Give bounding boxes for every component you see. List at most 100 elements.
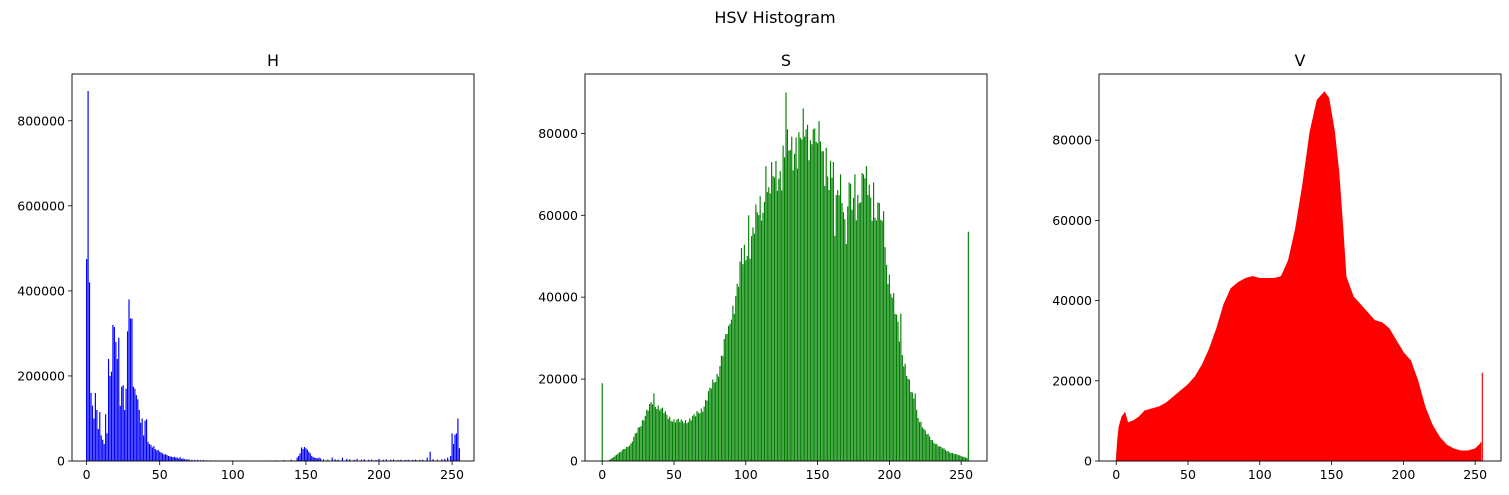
s-bar [631, 441, 633, 461]
v-bar [1481, 372, 1483, 461]
s-bar [946, 451, 948, 461]
s-bar [864, 178, 866, 461]
h-bar [157, 449, 159, 461]
s-bar [931, 440, 934, 461]
v-x-tick-label: 100 [1248, 467, 1272, 482]
s-bar [812, 129, 814, 462]
s-panel-title: S [781, 51, 791, 70]
s-bar [686, 423, 688, 461]
h-bar [179, 457, 181, 461]
h-bar [444, 458, 446, 461]
s-bar [733, 313, 735, 461]
s-bar [937, 446, 939, 461]
h-bar [107, 358, 110, 461]
h-bar [414, 459, 417, 461]
s-bar [624, 448, 626, 461]
s-x-tick-label: 150 [806, 467, 830, 482]
h-bar [353, 459, 355, 461]
s-bar [725, 334, 727, 461]
h-bar [166, 455, 168, 461]
s-bar [623, 449, 625, 461]
h-bar [368, 459, 370, 461]
h-bar [138, 409, 140, 461]
s-bar [628, 445, 631, 461]
h-bar [145, 419, 148, 461]
s-bar [772, 176, 774, 461]
s-bar [769, 193, 771, 461]
s-bar [888, 274, 890, 461]
s-histogram-panel: S 0 50 100 150 200 250 0 20000 40000 60000 80000 [538, 51, 988, 482]
h-bar [86, 258, 88, 461]
s-bar [963, 456, 965, 461]
h-bar [191, 459, 193, 461]
h-bar [132, 386, 134, 461]
h-x-tick-label: 200 [367, 467, 391, 482]
v-x-tick-label: 50 [1180, 467, 1196, 482]
s-bar [841, 203, 843, 461]
s-bar [660, 408, 662, 461]
s-bar [653, 393, 655, 461]
s-bar [794, 153, 796, 461]
s-bar [901, 354, 903, 461]
h-bar [309, 453, 311, 461]
s-bar [804, 136, 806, 461]
s-bar [610, 458, 612, 461]
s-bar [740, 248, 743, 461]
s-bar [749, 258, 751, 461]
s-bar [726, 333, 728, 461]
h-bar [390, 459, 392, 461]
h-bar [154, 449, 156, 461]
h-bar [314, 457, 316, 461]
s-bar [851, 209, 853, 461]
s-bar [884, 247, 886, 461]
s-bar [835, 195, 837, 461]
h-bar [317, 458, 319, 461]
h-bar [356, 458, 358, 461]
s-bar [811, 144, 813, 461]
s-bar [670, 420, 672, 461]
s-bar [666, 414, 668, 461]
v-y-tick-label: 40000 [1052, 293, 1092, 308]
s-bar [880, 219, 882, 461]
s-bar [762, 212, 764, 461]
s-bar [638, 427, 641, 461]
s-bar [809, 140, 811, 461]
s-bar [850, 183, 852, 461]
h-bar [312, 457, 314, 461]
s-bar [627, 446, 629, 461]
s-bar [924, 430, 926, 461]
s-bar [939, 446, 941, 461]
h-bars [86, 91, 460, 461]
h-bar [181, 458, 183, 461]
h-bar [112, 324, 114, 461]
s-y-tick-label: 0 [570, 454, 578, 469]
h-bar [178, 458, 180, 461]
v-x-tick-label: 0 [1112, 467, 1120, 482]
s-bar [677, 418, 679, 461]
s-bar [753, 233, 755, 461]
h-bar [119, 405, 121, 461]
v-y-tick-label: 80000 [1052, 133, 1092, 148]
s-bar [822, 151, 824, 461]
s-bar [908, 379, 911, 461]
h-bar [144, 420, 146, 461]
s-bar [672, 421, 674, 461]
h-bar [400, 459, 402, 461]
s-bar [693, 414, 695, 461]
s-bar [817, 143, 819, 461]
s-bar [907, 378, 909, 461]
s-bar [789, 149, 791, 462]
h-bar [360, 459, 363, 461]
s-bar [962, 456, 964, 461]
s-bar [746, 255, 748, 461]
s-bar [692, 415, 694, 461]
s-bar [719, 366, 721, 461]
v-y-tick-label: 0 [1084, 454, 1092, 469]
s-bar [723, 339, 725, 461]
s-y-tick-label: 60000 [538, 208, 578, 223]
h-bar [334, 459, 336, 461]
s-bar [930, 439, 932, 461]
s-bar [601, 383, 603, 461]
h-bar [116, 358, 118, 461]
